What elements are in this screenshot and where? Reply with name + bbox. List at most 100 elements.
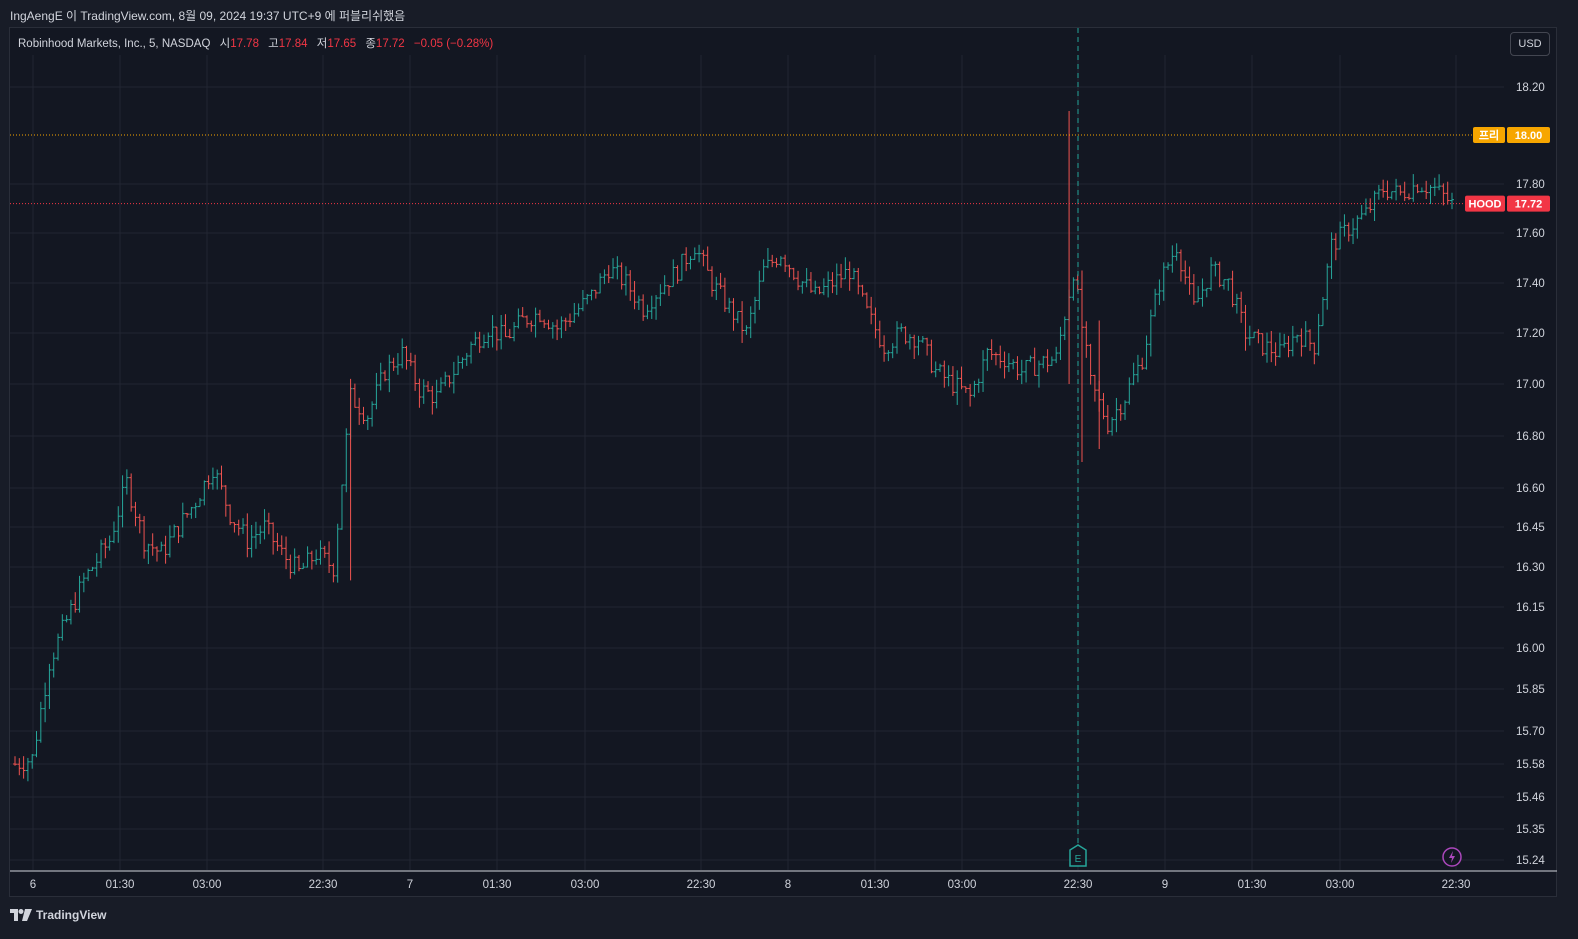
ohlc-bar <box>761 259 766 282</box>
ohlc-bar <box>998 345 1003 369</box>
ohlc-bar <box>288 554 293 579</box>
last-price-badge-text: 17.72 <box>1515 199 1543 211</box>
ohlc-bar <box>1054 346 1059 364</box>
time-tick-label: 22:30 <box>1442 879 1471 891</box>
ohlc-bar <box>576 303 581 317</box>
ohlc-bar <box>1196 286 1201 303</box>
open-value: 17.78 <box>230 38 259 50</box>
ohlc-bar <box>1062 316 1067 341</box>
ohlc-bar <box>636 295 641 310</box>
ohlc-bar <box>649 295 654 319</box>
ohlc-bar <box>1200 278 1205 307</box>
ohlc-bar <box>51 652 56 678</box>
close-label: 종 <box>365 38 376 50</box>
ohlc-bar <box>1363 198 1368 216</box>
ohlc-bar <box>154 546 159 562</box>
ohlc-bar <box>753 296 758 324</box>
ohlc-bar <box>929 339 934 374</box>
premarket-label-badge-text: 프리 <box>1479 128 1499 142</box>
tradingview-logo[interactable]: TradingView <box>10 908 106 922</box>
ohlc-bar <box>537 309 542 323</box>
ohlc-bar <box>623 266 628 296</box>
ohlc-bar <box>1376 184 1381 200</box>
ohlc-bar <box>150 533 155 556</box>
ohlc-bar <box>658 284 663 306</box>
ohlc-bar <box>619 262 624 290</box>
ohlc-bar <box>378 362 383 391</box>
ohlc-bar <box>611 258 616 279</box>
chart-grid <box>10 55 1504 870</box>
ohlc-bar <box>1415 184 1420 194</box>
low-label: 저 <box>316 38 328 50</box>
ohlc-bar <box>714 276 719 301</box>
ohlc-bar <box>1445 181 1450 205</box>
ohlc-bar <box>1049 356 1054 366</box>
ohlc-bar <box>641 294 646 321</box>
price-tick-label: 16.60 <box>1516 483 1545 495</box>
ohlc-bar <box>666 285 671 296</box>
ohlc-bar <box>839 263 844 288</box>
price-tick-label: 15.58 <box>1516 759 1545 771</box>
ohlc-bar <box>47 663 52 709</box>
ohlc-bar <box>1329 232 1334 279</box>
premarket-label-badge-bg <box>1473 127 1505 143</box>
ohlc-bar <box>507 328 512 339</box>
ohlc-bar <box>391 357 396 371</box>
ohlc-bar <box>981 350 986 392</box>
ohlc-bar <box>1084 321 1089 358</box>
ohlc-bar <box>438 377 443 393</box>
ohlc-bar <box>228 504 233 526</box>
ohlc-bar <box>413 354 418 391</box>
ohlc-bar <box>180 502 185 538</box>
ohlc-bar <box>688 256 693 270</box>
attribution-bar: IngAengE 이 TradingView.com, 8월 09, 2024 … <box>0 0 1578 27</box>
chart-frame[interactable] <box>9 27 1557 897</box>
ohlc-bar <box>1204 287 1209 298</box>
time-tick-label: 22:30 <box>309 879 338 891</box>
ohlc-bar <box>60 614 65 641</box>
time-tick-label: 6 <box>30 879 36 891</box>
price-tick-label: 17.00 <box>1516 379 1545 391</box>
ohlc-bar <box>77 575 82 613</box>
ohlc-bar <box>645 304 650 320</box>
ohlc-bar <box>322 545 327 558</box>
lightning-icon <box>1442 847 1462 867</box>
currency-button[interactable]: USD <box>1510 32 1550 56</box>
time-tick-label: 01:30 <box>1238 879 1267 891</box>
ohlc-bar <box>499 314 504 350</box>
price-tick-label: 17.60 <box>1516 228 1545 240</box>
ohlc-bar <box>210 467 215 490</box>
ohlc-bar <box>314 549 319 565</box>
ohlc-bar <box>417 378 422 408</box>
ohlc-bar <box>950 366 955 396</box>
ohlc-bar <box>21 756 26 779</box>
price-tick-label: 15.35 <box>1516 824 1545 836</box>
ohlc-bar <box>748 306 753 339</box>
ohlc-bar <box>318 540 323 565</box>
ohlc-bar <box>946 365 951 387</box>
ohlc-bar <box>1320 297 1325 327</box>
ohlc-bar <box>1230 270 1235 308</box>
ohlc-bar <box>899 323 904 332</box>
price-axis: 15.24 15.35 15.46 15.58 15.70 15.85 16.00 16.15… <box>1516 82 1545 867</box>
ohlc-bar <box>1131 362 1136 386</box>
ohlc-bar <box>1256 329 1261 344</box>
footer-bar <box>0 897 1578 939</box>
last-price-badge-bg <box>1507 195 1550 212</box>
time-tick-label: 9 <box>1162 879 1168 891</box>
ohlc-bar <box>615 256 620 280</box>
ohlc-bar <box>1174 243 1179 261</box>
time-tick-label: 03:00 <box>948 879 977 891</box>
ohlc-bar <box>938 363 943 373</box>
time-tick-label: 03:00 <box>1326 879 1355 891</box>
ohlc-bar <box>137 513 142 534</box>
ohlc-bar <box>1419 187 1424 193</box>
ohlc-bar <box>1045 349 1050 373</box>
time-tick-label: 03:00 <box>193 879 222 891</box>
ohlc-bar <box>877 320 882 348</box>
price-tick-label: 16.45 <box>1516 522 1545 534</box>
ohlc-bar <box>219 465 224 490</box>
ohlc-bar <box>740 301 745 343</box>
ohlc-bar <box>172 524 177 538</box>
